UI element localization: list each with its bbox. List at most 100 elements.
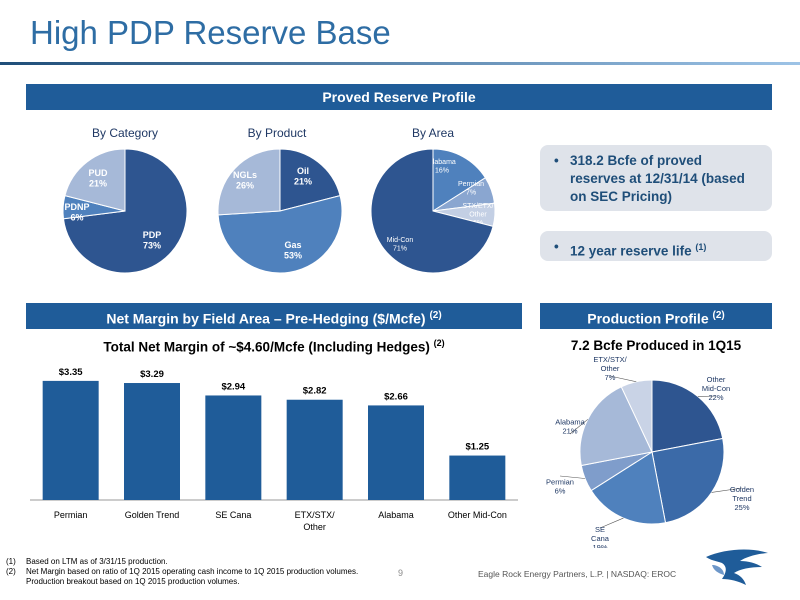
x-tick-label: ETX/STX/ xyxy=(295,510,336,520)
pie-label-name: Permian xyxy=(546,478,574,487)
pie-label-value: 6% xyxy=(70,212,83,222)
pie-label-name: PDNP xyxy=(64,202,89,212)
reserves-callout-text: 318.2 Bcfe of proved reserves at 12/31/1… xyxy=(570,153,745,204)
pie-slice-oil xyxy=(279,148,341,212)
pie-label-value: 71% xyxy=(393,246,407,253)
x-tick-label: Permian xyxy=(54,510,88,520)
bar-chart-title-text: Total Net Margin of ~$4.60/Mcfe (Includi… xyxy=(103,339,430,355)
bar-chart-title-note: (2) xyxy=(433,338,445,348)
bar-golden-trend xyxy=(124,383,180,500)
x-tick-label: Alabama xyxy=(378,510,414,520)
pie-label-name: PDP xyxy=(143,230,162,240)
net-margin-banner: Net Margin by Field Area – Pre-Hedging (… xyxy=(26,303,522,329)
footnote-2: (2) Net Margin based on ratio of 1Q 2015… xyxy=(6,567,426,577)
pie-label-name: Mid-Con xyxy=(387,237,414,244)
pie-label-mid-con: Mid-Con 71% xyxy=(387,237,414,253)
bar-chart-net-margin: $3.35 Permian $3.29 Golden Trend $2.94 SE Can… xyxy=(30,367,518,532)
production-banner-text: Production Profile xyxy=(587,310,709,327)
pie-slice-gas xyxy=(217,194,343,274)
pie-leader-line xyxy=(559,475,586,479)
footnote-1: (1) Based on LTM as of 3/31/15 productio… xyxy=(6,557,426,567)
pie-label-name: Trend xyxy=(732,494,751,503)
net-margin-banner-note: (2) xyxy=(429,310,442,321)
pie-leader-line xyxy=(711,487,743,493)
bar-value-label: $2.94 xyxy=(221,381,245,392)
pie-slice-pud xyxy=(64,148,126,212)
bar-value-label: $3.29 xyxy=(140,369,164,380)
pie-slice-mid-con xyxy=(370,148,494,274)
company-footer: Eagle Rock Energy Partners, L.P. | NASDA… xyxy=(478,569,677,579)
pie-label-value: 19% xyxy=(592,543,607,548)
pie-slice-other-mid-con xyxy=(651,379,724,453)
pie-slice-alabama xyxy=(432,148,487,212)
pie-label-value: 21% xyxy=(294,176,312,186)
footnote-2-marker: (2) xyxy=(6,567,16,576)
pie-label-name: SE xyxy=(595,525,605,534)
pie-label-name: Permian xyxy=(458,181,484,188)
pie-label-name: Other xyxy=(469,211,487,218)
page-title: High PDP Reserve Base xyxy=(30,14,391,51)
pie-label-name: Other xyxy=(707,375,726,384)
reserve-life-text: 12 year reserve life xyxy=(570,243,692,259)
production-banner-note: (2) xyxy=(712,310,725,321)
pie-label-permian: Permian 7% xyxy=(458,181,484,197)
pie-label-value: 21% xyxy=(89,178,107,188)
pie-title-category: By Category xyxy=(91,126,159,140)
pie-chart-by-area: Alabama16%Permian7%STX/ETX/Other6%Mid-Co… xyxy=(370,148,496,274)
pie-title-area: By Area xyxy=(411,126,455,140)
production-pie-title: 7.2 Bcfe Produced in 1Q15 xyxy=(570,338,742,353)
pie-leader-line xyxy=(569,419,589,435)
pie-leader-line xyxy=(697,395,717,397)
reserve-life-callout: • 12 year reserve life (1) xyxy=(540,231,772,261)
pie-label-value: 16% xyxy=(435,168,449,175)
footnote-1-marker: (1) xyxy=(6,557,16,566)
pie-label-name: Alabama xyxy=(428,159,456,166)
bar-value-label: $3.35 xyxy=(59,367,83,378)
title-rule xyxy=(0,62,800,65)
pie-label-name: Golden xyxy=(730,485,754,494)
pie-label-value: 53% xyxy=(284,250,302,260)
bar-permian xyxy=(42,380,99,500)
reserve-life-note: (1) xyxy=(695,242,707,252)
pie-slice-ngls xyxy=(217,148,281,216)
pie-label-name: STX/ETX/ xyxy=(462,203,493,210)
bar-other-mid-con xyxy=(449,455,506,500)
pie-label-value: 22% xyxy=(708,393,723,402)
pie-label-value: 7% xyxy=(466,190,476,197)
pie-label-name: PUD xyxy=(88,168,108,178)
footnote-2-text-b: Production breakout based on 1Q 2015 pro… xyxy=(26,577,240,586)
pie-label-name: Mid-Con xyxy=(702,384,730,393)
production-banner: Production Profile (2) xyxy=(540,303,772,329)
eagle-logo-icon xyxy=(706,549,768,585)
reserves-callout: • 318.2 Bcfe of proved reserves at 12/31… xyxy=(540,145,772,211)
pie-label-name: NGLs xyxy=(233,170,257,180)
pie-label-value: 6% xyxy=(555,487,566,496)
pie-label-name: Alabama xyxy=(555,418,585,427)
pie-label-name: Cana xyxy=(591,534,610,543)
x-tick-label: Other Mid-Con xyxy=(448,510,507,520)
proved-reserve-banner: Proved Reserve Profile xyxy=(26,84,772,110)
pie-leader-line xyxy=(599,517,624,529)
x-tick-label: Golden Trend xyxy=(125,510,180,520)
bar-etx-stx-other xyxy=(286,399,343,500)
x-tick-label: SE Cana xyxy=(215,510,251,520)
pie-label-name: Gas xyxy=(284,240,301,250)
pie-title-product: By Product xyxy=(247,126,307,140)
pie-label-value: 73% xyxy=(143,240,161,250)
net-margin-banner-text: Net Margin by Field Area – Pre-Hedging (… xyxy=(106,310,426,327)
page-number: 9 xyxy=(398,568,404,578)
bullet-icon: • xyxy=(554,153,559,168)
pie-leader-line xyxy=(609,375,637,383)
